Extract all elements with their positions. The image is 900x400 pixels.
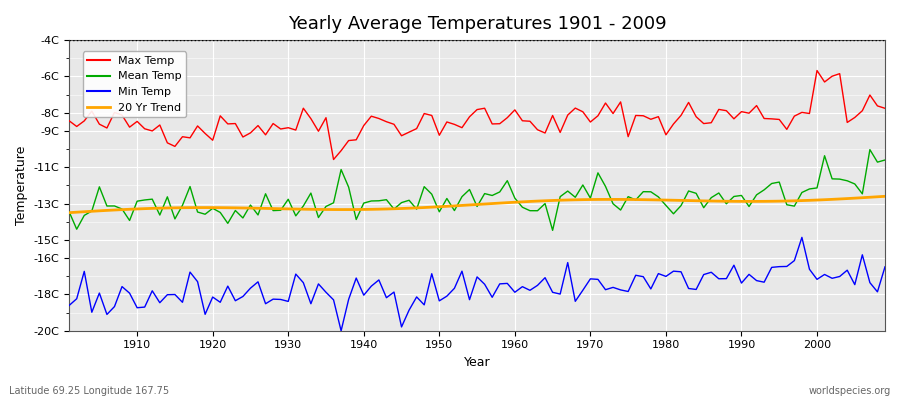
X-axis label: Year: Year — [464, 356, 490, 369]
Text: worldspecies.org: worldspecies.org — [809, 386, 891, 396]
Text: Latitude 69.25 Longitude 167.75: Latitude 69.25 Longitude 167.75 — [9, 386, 169, 396]
Y-axis label: Temperature: Temperature — [15, 146, 28, 225]
Title: Yearly Average Temperatures 1901 - 2009: Yearly Average Temperatures 1901 - 2009 — [288, 15, 666, 33]
Legend: Max Temp, Mean Temp, Min Temp, 20 Yr Trend: Max Temp, Mean Temp, Min Temp, 20 Yr Tre… — [83, 52, 186, 117]
